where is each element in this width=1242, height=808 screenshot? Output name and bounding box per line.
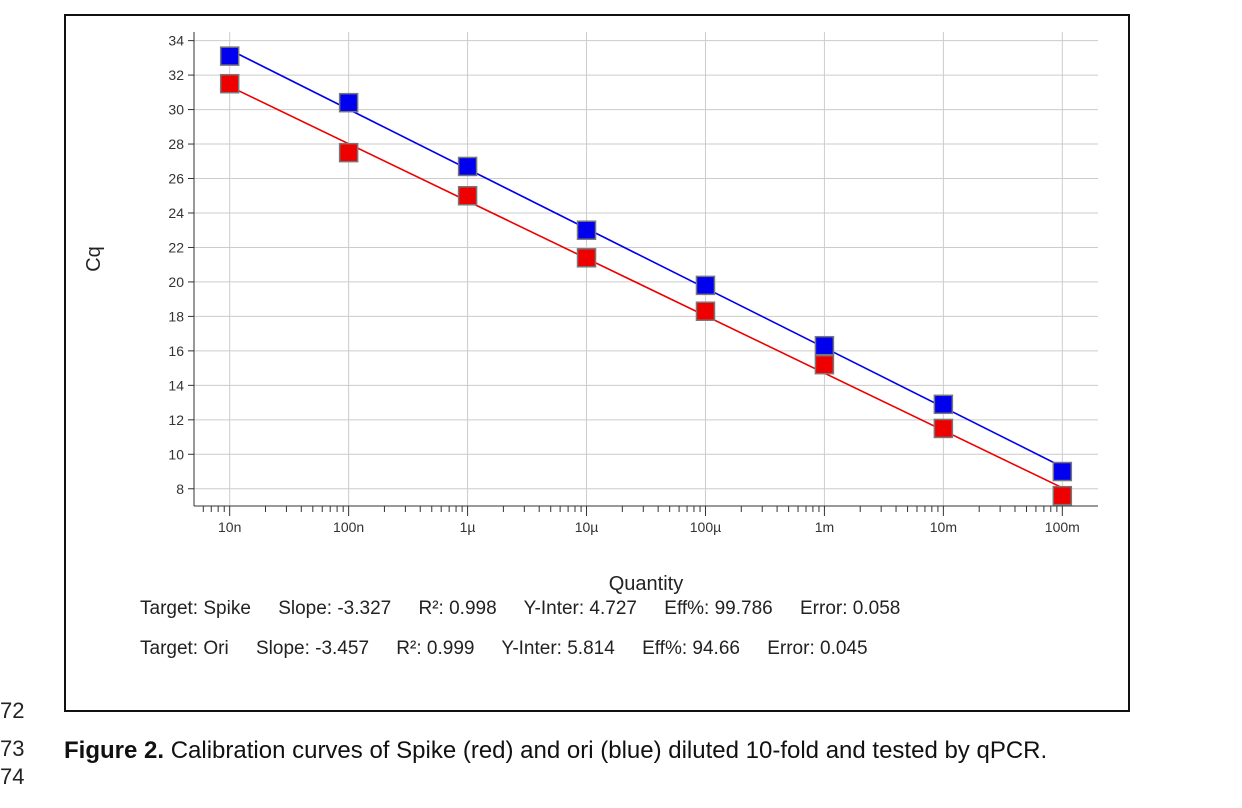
stat-yinter: Y-Inter: 4.727 — [523, 598, 637, 619]
stat-error: Error: 0.045 — [767, 638, 868, 659]
caption-text: Calibration curves of Spike (red) and or… — [164, 737, 1048, 764]
line-number: 73 — [0, 736, 25, 761]
y-tick-label: 32 — [168, 67, 184, 83]
y-tick-label: 24 — [168, 205, 184, 221]
line-number: 74 — [0, 764, 25, 789]
caption-label: Figure 2. — [64, 737, 165, 764]
data-point-ori — [219, 46, 240, 66]
data-point-spike — [219, 73, 240, 94]
y-tick-label: 18 — [168, 308, 184, 324]
y-tick-label: 22 — [168, 239, 184, 255]
x-tick-label: 1µ — [460, 519, 476, 535]
y-tick-label: 10 — [168, 446, 184, 462]
stat-r2: R²: 0.998 — [418, 598, 497, 619]
data-point-spike — [338, 142, 359, 163]
x-tick-label: 100µ — [690, 519, 721, 535]
data-point-ori — [814, 335, 835, 356]
stats-row-spike: Target: Spike Slope: -3.327 R²: 0.998 Y-… — [140, 598, 922, 620]
data-point-ori — [576, 220, 597, 240]
data-point-spike — [576, 248, 597, 268]
x-tick-label: 10µ — [575, 519, 599, 535]
stat-slope: Slope: -3.457 — [255, 638, 370, 659]
x-tick-label: 1m — [815, 519, 834, 535]
data-point-spike — [695, 301, 716, 321]
figure-frame: 8 10 12 14 16 18 20 22 24 26 28 30 32 34 10n 100n 1µ 10µ 1… — [64, 14, 1130, 712]
stat-eff: Eff%: 94.66 — [642, 638, 740, 659]
y-tick-label: 34 — [168, 33, 184, 49]
y-tick-label: 12 — [168, 412, 184, 428]
stat-r2: R²: 0.999 — [396, 638, 475, 659]
stat-error: Error: 0.058 — [800, 598, 901, 619]
y-tick-label: 8 — [176, 481, 184, 497]
y-tick-label: 20 — [168, 274, 184, 290]
data-point-spike — [814, 354, 835, 375]
fit-line-spike — [229, 85, 1063, 489]
line-number: 72 — [0, 698, 25, 723]
data-point-ori — [457, 156, 478, 177]
x-tick-label: 100n — [333, 519, 364, 535]
y-tick-label: 30 — [168, 102, 184, 118]
data-point-spike — [457, 185, 478, 206]
figure-caption: Figure 2. Calibration curves of Spike (r… — [64, 736, 1134, 766]
data-point-spike — [933, 418, 954, 439]
stat-eff: Eff%: 99.786 — [664, 598, 773, 619]
x-tick-label: 10n — [218, 519, 241, 535]
x-tick-label: 100m — [1045, 519, 1080, 535]
x-axis-title: Quantity — [609, 573, 683, 595]
y-tick-label: 26 — [168, 171, 184, 187]
y-axis-title: Cq — [83, 246, 105, 272]
calibration-chart: 8 10 12 14 16 18 20 22 24 26 28 30 32 34 10n 100n 1µ 10µ 1… — [83, 32, 1098, 595]
fit-line-ori — [229, 49, 1063, 468]
data-point-ori — [695, 275, 716, 296]
y-tick-label: 14 — [168, 377, 184, 393]
stat-target: Target: Spike — [140, 598, 251, 619]
data-point-ori — [933, 394, 954, 415]
stat-slope: Slope: -3.327 — [278, 598, 392, 619]
y-tick-label: 16 — [168, 343, 184, 359]
data-point-ori — [338, 92, 359, 113]
stats-row-ori: Target: Ori Slope: -3.457 R²: 0.999 Y-In… — [140, 638, 890, 660]
data-point-spike — [1052, 485, 1073, 506]
stat-yinter: Y-Inter: 5.814 — [501, 638, 615, 659]
data-point-ori — [1052, 461, 1073, 482]
x-tick-label: 10m — [930, 519, 957, 535]
stat-target: Target: Ori — [140, 638, 229, 659]
y-tick-label: 28 — [168, 136, 184, 152]
